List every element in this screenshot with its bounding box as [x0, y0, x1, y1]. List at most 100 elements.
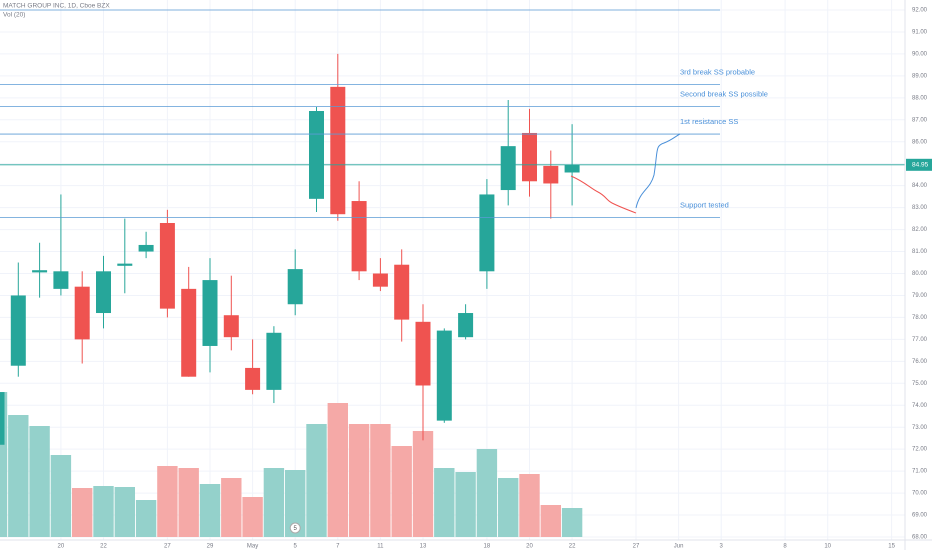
x-tick-label: 18: [484, 544, 491, 550]
y-tick-label: 86.00: [912, 139, 928, 145]
level-annotation: Second break SS possible: [680, 90, 768, 99]
candle-body: [564, 164, 580, 173]
last-price-box: [906, 158, 932, 171]
candle-body: [351, 201, 367, 272]
y-tick-label: 79.00: [912, 293, 928, 299]
x-tick-label: 13: [420, 544, 427, 550]
candle-body: [96, 271, 111, 314]
volume-bar: [221, 478, 242, 537]
candle-body: [309, 111, 324, 199]
x-tick-label: 27: [164, 544, 171, 550]
volume-bar: [157, 466, 178, 537]
last-price-label: 84.95: [912, 162, 929, 169]
candle-body: [10, 295, 26, 366]
y-tick-label: 75.00: [912, 381, 928, 387]
y-tick-label: 84.00: [912, 183, 928, 189]
axes: 68.00 69.00 70.00 71.00 72.00 73.00 74.00 75.00…: [58, 8, 932, 550]
y-tick-label: 77.00: [912, 337, 928, 343]
volume-bar: [263, 468, 285, 537]
x-tick-label: 22: [569, 544, 576, 550]
volume-bar: [306, 424, 327, 537]
candle-body: [436, 330, 452, 421]
plot-area: 3rd break SS probable Second break SS pos…: [0, 9, 905, 537]
y-tick-label: 81.00: [912, 249, 928, 255]
candle-body: [245, 367, 261, 390]
candle-body: [0, 392, 5, 445]
volume-bar: [199, 484, 221, 537]
x-tick-label: 5: [294, 544, 298, 550]
volume-bar: [178, 468, 199, 537]
y-tick-label: 80.00: [912, 271, 928, 277]
level-annotation: 3rd break SS probable: [680, 68, 755, 77]
candle-body: [543, 165, 559, 184]
projection-down: [570, 175, 637, 214]
volume-bar: [285, 470, 306, 537]
event-marker: [289, 522, 301, 534]
volume-bar: [476, 449, 498, 537]
volume-bar: [29, 426, 50, 537]
x-tick-label: Jun: [674, 544, 684, 550]
x-tick-label: 10: [824, 544, 831, 550]
volume-bar: [540, 505, 561, 537]
volume-bar: [455, 472, 476, 537]
candle-body: [117, 263, 133, 266]
candle-body: [32, 270, 48, 273]
x-tick-label: 11: [377, 544, 384, 550]
x-tick-label: 7: [336, 544, 340, 550]
volume-bar: [498, 478, 519, 537]
candle-body: [500, 146, 516, 191]
volume-bar: [519, 474, 540, 537]
x-tick-label: 8: [783, 544, 787, 550]
candle-body: [266, 332, 282, 390]
volume-bar: [391, 446, 412, 537]
candle-body: [74, 286, 90, 340]
volume-bar: [50, 455, 72, 537]
candle-body: [287, 269, 303, 305]
y-tick-label: 90.00: [912, 51, 928, 57]
candle-body: [522, 132, 537, 182]
x-tick-label: May: [247, 544, 258, 550]
volume-bar: [370, 424, 391, 537]
candle-body: [138, 244, 154, 252]
x-tick-label: 29: [207, 544, 214, 550]
y-tick-label: 88.00: [912, 95, 928, 101]
candle-body: [159, 222, 175, 309]
volume-bar: [114, 487, 135, 537]
x-tick-label: 15: [888, 544, 895, 550]
y-tick-label: 91.00: [912, 30, 928, 36]
candle-body: [53, 271, 69, 289]
chart-title: MATCH GROUP INC, 1D, Cboe BZX: [3, 3, 110, 10]
volume-bar: [348, 424, 370, 537]
volume-bar: [412, 431, 434, 537]
level-annotation: Support tested: [680, 200, 729, 209]
y-tick-label: 74.00: [912, 403, 928, 409]
candle-body: [202, 280, 218, 346]
x-tick-label: 3: [720, 544, 724, 550]
y-tick-label: 73.00: [912, 425, 928, 431]
y-tick-label: 89.00: [912, 73, 928, 79]
x-tick-label: 22: [100, 544, 107, 550]
event-label: 5: [294, 526, 298, 532]
y-tick-label: 83.00: [912, 205, 928, 211]
volume-label: Vol (20): [3, 12, 25, 19]
candle-body: [181, 288, 197, 377]
y-tick-label: 76.00: [912, 359, 928, 365]
y-tick-label: 71.00: [912, 469, 928, 475]
y-tick-label: 69.00: [912, 513, 928, 519]
x-tick-label: 27: [633, 544, 640, 550]
volume-bar: [135, 500, 157, 537]
candle-body: [223, 315, 239, 338]
x-tick-label: 20: [58, 544, 65, 550]
candle-body: [458, 313, 474, 338]
y-tick-label: 92.00: [912, 8, 928, 14]
y-tick-label: 87.00: [912, 117, 928, 123]
volume-bar: [0, 392, 8, 537]
volume-bar: [93, 486, 114, 537]
volume-bar: [242, 497, 263, 537]
volume-bar: [561, 508, 583, 537]
y-tick-label: 68.00: [912, 535, 928, 541]
level-annotation: 1st resistance SS: [680, 117, 738, 126]
volume-bar: [434, 468, 455, 537]
